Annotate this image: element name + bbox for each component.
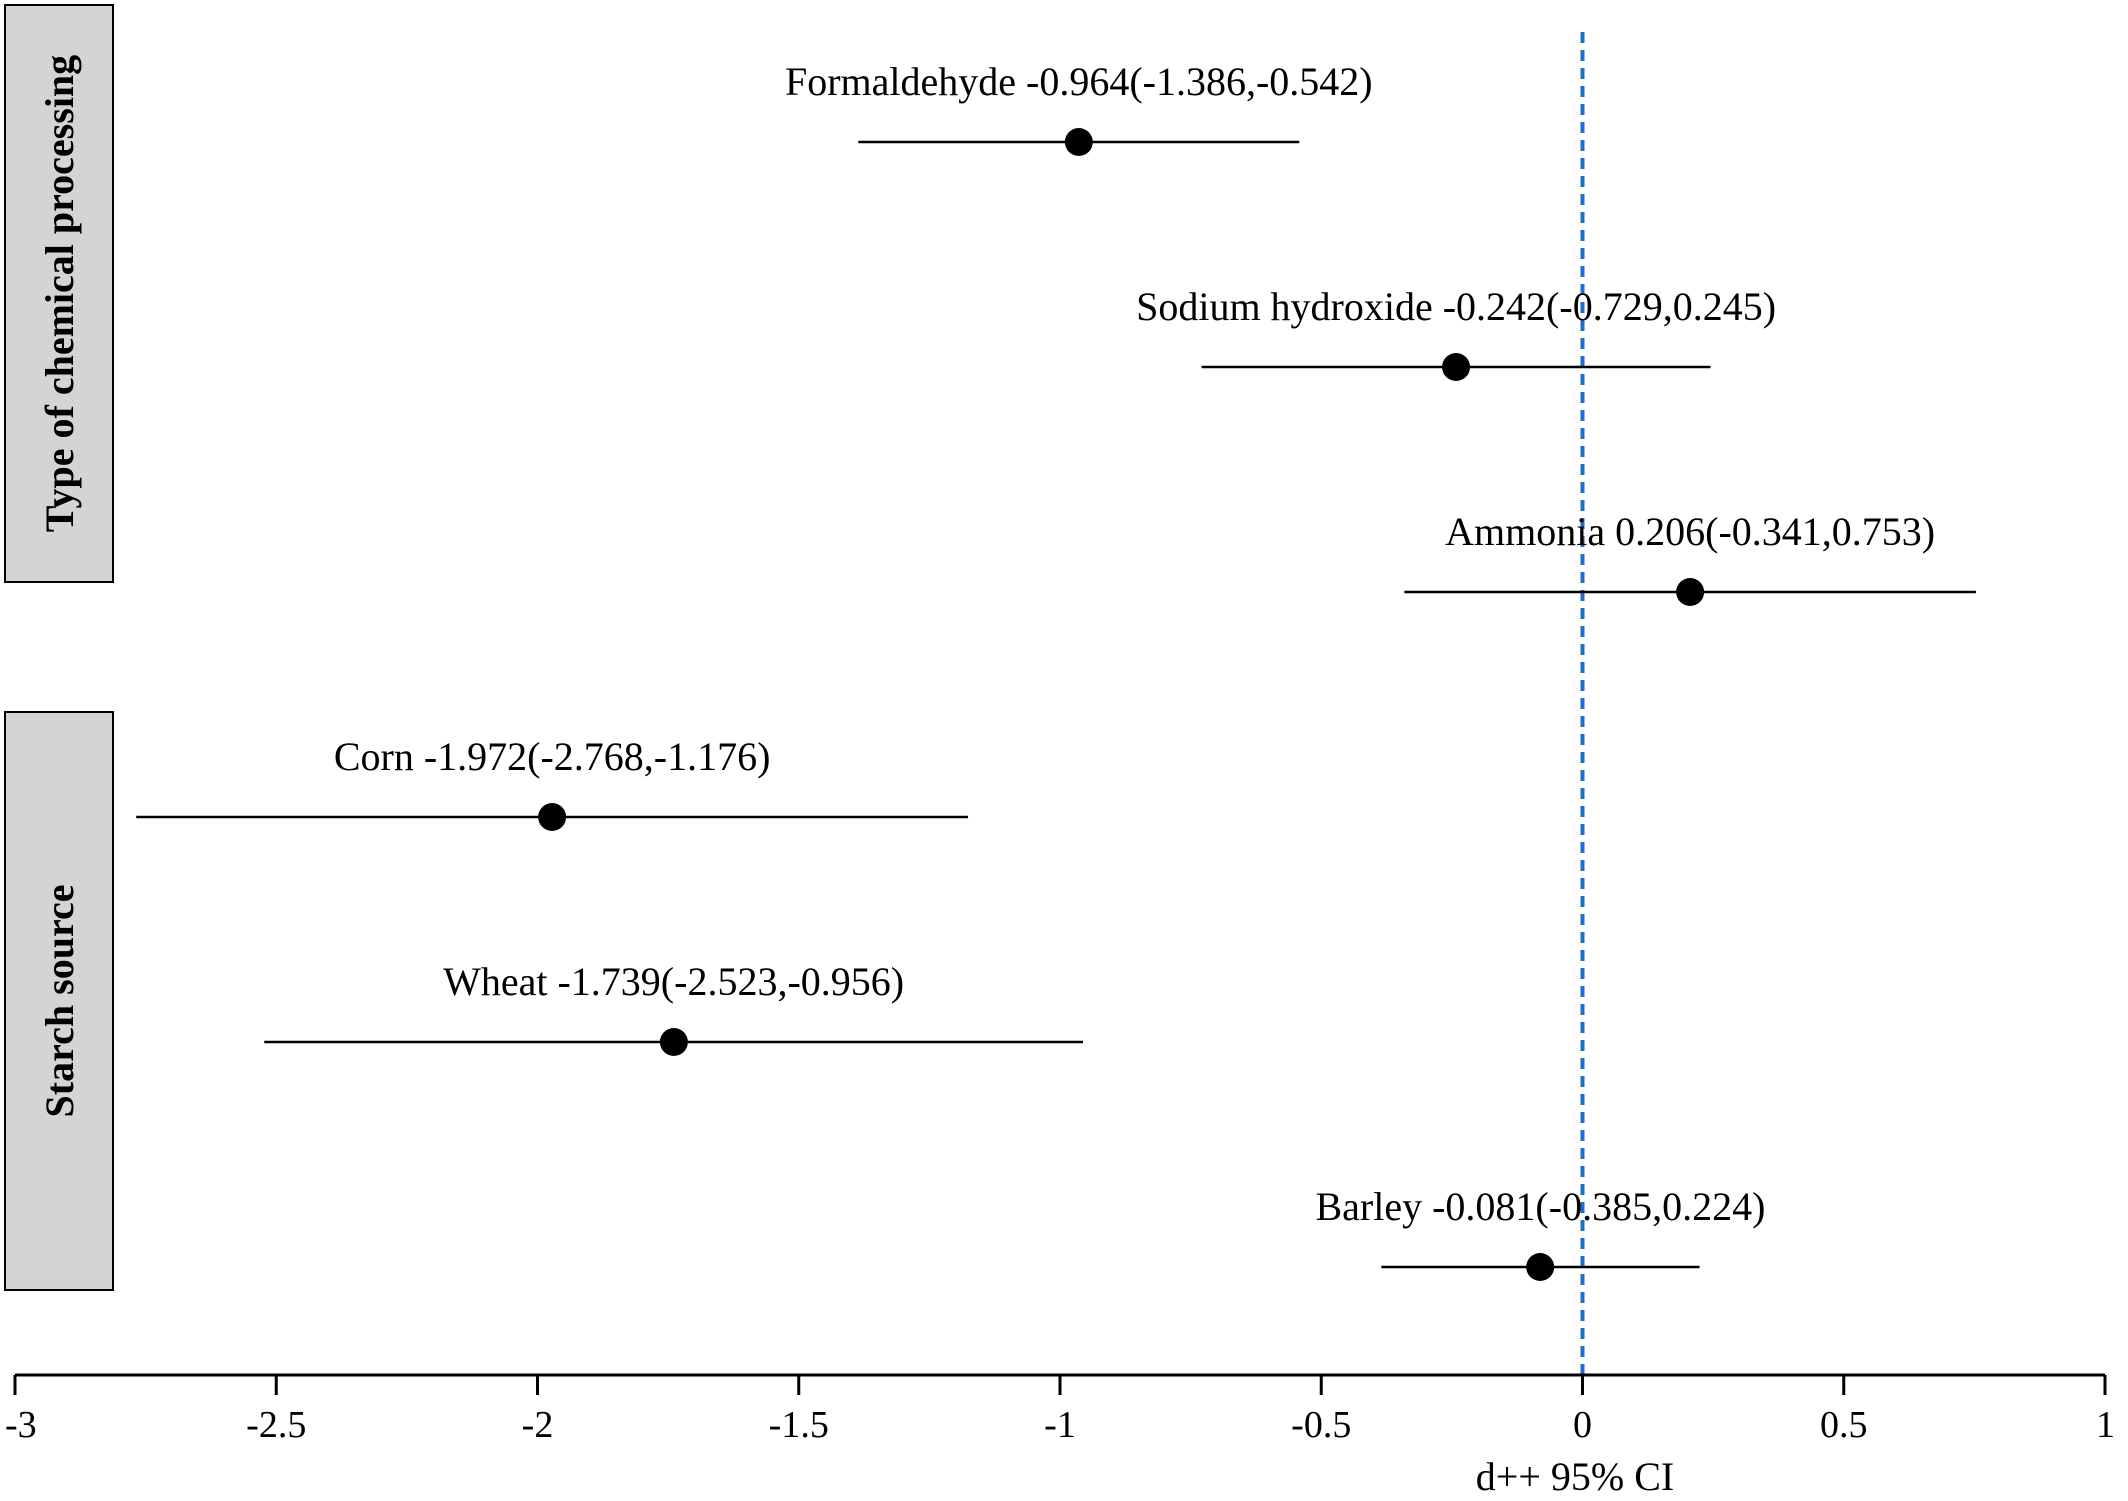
x-axis: -3 -2.5 -2 -1.5 -1 -0.5 0 0.5 1 xyxy=(5,1373,2115,1446)
estimate-row: Formaldehyde -0.964(-1.386,-0.542) xyxy=(785,59,1373,156)
estimate-row: Wheat -1.739(-2.523,-0.956) xyxy=(264,959,1083,1056)
x-tick-label: -1.5 xyxy=(769,1404,829,1446)
estimate-label: Wheat -1.739(-2.523,-0.956) xyxy=(443,959,904,1004)
group-label: Starch source xyxy=(37,885,82,1118)
point-estimate-marker xyxy=(659,1028,688,1056)
estimate-label: Barley -0.081(-0.385,0.224) xyxy=(1315,1184,1765,1229)
x-tick-label: -3 xyxy=(5,1404,37,1446)
estimate-label: Sodium hydroxide -0.242(-0.729,0.245) xyxy=(1136,284,1776,329)
point-estimate-marker xyxy=(538,803,567,831)
estimate-row: Ammonia 0.206(-0.341,0.753) xyxy=(1404,509,1976,606)
point-estimate-marker xyxy=(1442,353,1471,381)
estimate-row: Barley -0.081(-0.385,0.224) xyxy=(1315,1184,1765,1281)
group-labels-layer: Type of chemical processing Starch source xyxy=(4,4,114,1291)
point-estimate-marker xyxy=(1064,128,1093,156)
x-tick-label: 1 xyxy=(2096,1404,2115,1446)
estimate-label: Formaldehyde -0.964(-1.386,-0.542) xyxy=(785,59,1373,104)
group-box xyxy=(4,711,114,1291)
point-estimate-marker xyxy=(1526,1253,1555,1281)
x-tick-label: 0 xyxy=(1573,1404,1592,1446)
estimate-row: Corn -1.972(-2.768,-1.176) xyxy=(136,734,969,831)
x-tick-label: -0.5 xyxy=(1291,1404,1351,1446)
estimate-label: Ammonia 0.206(-0.341,0.753) xyxy=(1445,509,1935,554)
group-box xyxy=(4,4,114,583)
estimate-label: Corn -1.972(-2.768,-1.176) xyxy=(334,734,771,779)
x-tick-label: -2 xyxy=(522,1404,554,1446)
group-label: Type of chemical processing xyxy=(37,55,82,532)
point-estimate-marker xyxy=(1676,578,1705,606)
estimates-layer: Formaldehyde -0.964(-1.386,-0.542) Sodium… xyxy=(136,59,1976,1281)
x-axis-title: d++ 95% CI xyxy=(1476,1454,1674,1499)
x-tick-label: -1 xyxy=(1044,1404,1076,1446)
x-tick-label: 0.5 xyxy=(1820,1404,1868,1446)
x-tick-label: -2.5 xyxy=(246,1404,306,1446)
estimate-row: Sodium hydroxide -0.242(-0.729,0.245) xyxy=(1136,284,1776,381)
